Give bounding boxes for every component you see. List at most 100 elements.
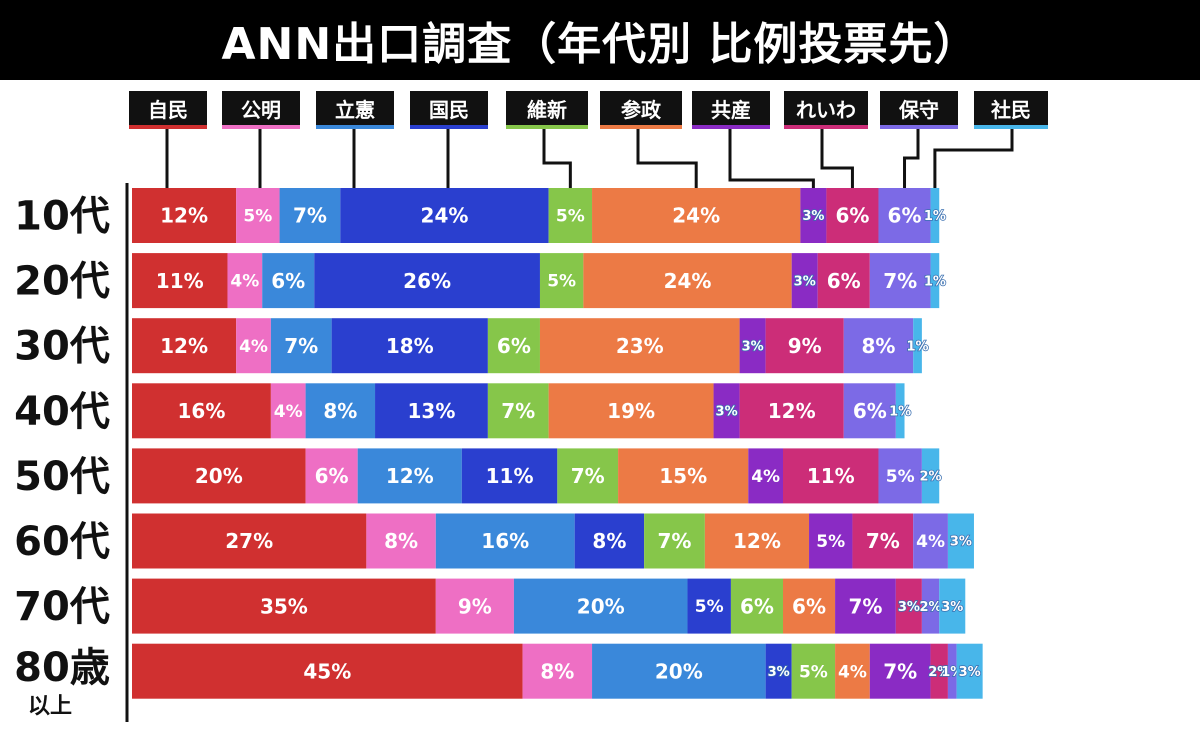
legend-label-保守: 保守 <box>898 98 939 122</box>
bar-社民-30代 <box>913 318 922 374</box>
bar-立憲-70代 <box>513 578 688 634</box>
bar-立憲-10代 <box>279 188 341 243</box>
bar-保守-50代 <box>878 448 922 504</box>
data-label-保守-60代: 4% <box>916 532 945 552</box>
bar-立憲-80歳 <box>592 643 766 699</box>
legend-swatch-れいわ <box>784 125 868 129</box>
bar-立憲-20代 <box>262 253 315 309</box>
bar-共産-40代 <box>713 383 740 439</box>
data-label-立憲-20代: 6% <box>271 269 305 293</box>
data-label-参政-10代: 24% <box>672 204 720 228</box>
bar-れいわ-70代 <box>895 578 922 634</box>
legend-swatch-参政 <box>600 125 682 129</box>
data-label-国民-10代: 24% <box>421 204 469 228</box>
legend-label-社民: 社民 <box>990 98 1031 122</box>
data-label-れいわ-60代: 7% <box>866 529 900 553</box>
bar-社民-60代 <box>947 513 974 569</box>
data-label-維新-60代: 7% <box>658 529 692 553</box>
bar-国民-60代 <box>574 513 645 569</box>
data-label-自民-70代: 35% <box>260 594 308 618</box>
bar-公明-20代 <box>227 253 263 309</box>
legend-box-保守 <box>880 91 958 129</box>
bar-維新-60代 <box>644 513 705 569</box>
leader-line-維新 <box>542 129 572 188</box>
row-label-0: 10代 <box>14 194 110 240</box>
bar-自民-20代 <box>132 253 228 309</box>
data-label-公明-40代: 4% <box>274 402 303 422</box>
data-label-立憲-60代: 16% <box>481 529 529 553</box>
bar-参政-20代 <box>583 253 792 309</box>
leader-line-れいわ <box>820 129 854 188</box>
bar-維新-40代 <box>487 383 549 439</box>
data-label-共産-70代: 7% <box>848 594 882 618</box>
bar-保守-70代 <box>921 578 940 634</box>
data-label-れいわ-40代: 12% <box>768 399 816 423</box>
bar-公明-80歳 <box>522 643 593 699</box>
data-label-国民-20代: 26% <box>403 269 451 293</box>
data-label-維新-70代: 6% <box>740 594 774 618</box>
legend-box-立憲 <box>316 91 394 129</box>
data-label-維新-30代: 6% <box>497 334 531 358</box>
bar-国民-40代 <box>375 383 488 439</box>
bar-参政-30代 <box>539 318 740 374</box>
bar-参政-40代 <box>548 383 714 439</box>
data-label-れいわ-30代: 9% <box>788 334 822 358</box>
data-label-公明-30代: 4% <box>239 337 268 357</box>
bar-自民-70代 <box>132 578 436 634</box>
data-label-公明-80歳: 8% <box>540 659 574 683</box>
bar-れいわ-30代 <box>765 318 844 374</box>
bar-立憲-40代 <box>305 383 376 439</box>
legend-box-れいわ <box>784 91 868 129</box>
legend-box-参政 <box>600 91 682 129</box>
data-label-保守-20代: 7% <box>883 269 917 293</box>
legend-box-社民 <box>974 91 1048 129</box>
bar-れいわ-20代 <box>817 253 870 309</box>
data-label-社民-60代: 3% <box>950 535 972 550</box>
data-label-保守-70代: 2% <box>920 600 942 615</box>
legend-label-自民: 自民 <box>148 98 188 122</box>
legend-label-公明: 公明 <box>241 98 281 122</box>
data-label-公明-10代: 5% <box>243 207 272 227</box>
bar-公明-30代 <box>236 318 271 374</box>
bar-保守-30代 <box>843 318 914 374</box>
legend-box-維新 <box>506 91 588 129</box>
legend-box-公明 <box>222 91 300 129</box>
data-label-保守-40代: 6% <box>853 399 887 423</box>
row-label-4: 50代 <box>14 454 110 500</box>
leader-line-保守 <box>903 129 920 188</box>
data-label-社民-50代: 2% <box>920 470 942 485</box>
bar-国民-20代 <box>314 253 540 309</box>
leader-line-共産 <box>728 129 815 188</box>
bar-保守-20代 <box>869 253 931 309</box>
data-label-れいわ-50代: 11% <box>807 464 855 488</box>
bar-社民-80歳 <box>956 643 983 699</box>
bar-保守-10代 <box>878 188 931 243</box>
data-label-れいわ-80歳: 2% <box>928 665 950 680</box>
data-label-共産-30代: 3% <box>742 339 764 354</box>
legend-label-参政: 参政 <box>621 98 662 122</box>
data-label-立憲-40代: 8% <box>323 399 357 423</box>
data-label-国民-70代: 5% <box>695 597 724 617</box>
data-label-公明-70代: 9% <box>458 594 492 618</box>
legend-swatch-社民 <box>974 125 1048 129</box>
data-label-参政-30代: 23% <box>616 334 664 358</box>
bar-れいわ-80歳 <box>930 643 948 699</box>
data-label-立憲-10代: 7% <box>293 204 327 228</box>
legend-label-国民: 国民 <box>429 98 469 122</box>
data-label-維新-20代: 5% <box>547 272 576 292</box>
data-label-維新-40代: 7% <box>501 399 535 423</box>
leader-line-参政 <box>636 129 698 188</box>
data-label-立憲-80歳: 20% <box>655 659 703 683</box>
bar-維新-10代 <box>548 188 593 243</box>
bar-維新-80歳 <box>791 643 836 699</box>
bar-公明-40代 <box>270 383 306 439</box>
data-label-自民-60代: 27% <box>225 529 273 553</box>
bar-維新-20代 <box>539 253 584 309</box>
legend-swatch-維新 <box>506 125 588 129</box>
data-label-国民-30代: 18% <box>386 334 434 358</box>
data-label-参政-60代: 12% <box>733 529 781 553</box>
legend-swatch-国民 <box>410 125 488 129</box>
bar-国民-30代 <box>331 318 488 374</box>
data-label-れいわ-10代: 6% <box>835 204 869 228</box>
legend-swatch-共産 <box>692 125 770 129</box>
